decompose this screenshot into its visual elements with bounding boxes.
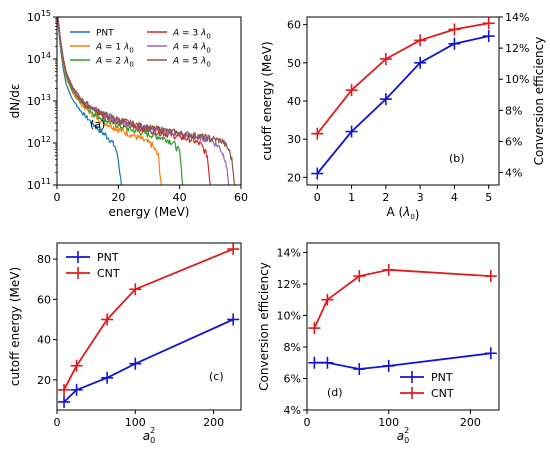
x-axis-label: a02: [397, 426, 410, 445]
panel-label: (c): [209, 370, 224, 383]
series-line-left: [316, 35, 489, 175]
x-tick-label: 60: [234, 191, 248, 204]
y-tick-label: 12%: [277, 278, 301, 291]
series-line-pnt: [314, 352, 491, 370]
panel-b-frame: [306, 16, 500, 186]
y-tick-label: 1015: [27, 9, 51, 24]
legend-label: A = 1 λ0: [95, 43, 134, 55]
y-tick-label: 10%: [277, 309, 301, 322]
x-tick-label: 20: [111, 191, 125, 204]
y-right-tick-label: 12%: [505, 42, 529, 55]
panel-d-frame: [306, 242, 500, 411]
y-right-tick-label: 8%: [505, 104, 522, 117]
panel-d: 0 100 200 4% 6% 8% 10% 12% 14% a02 Conversion effi…: [257, 242, 500, 445]
x-tick-label: 0: [304, 416, 311, 429]
x-tick-label: 200: [460, 416, 481, 429]
x-tick-label: 2: [382, 191, 389, 204]
y-axis-label: dN/dε: [8, 84, 22, 119]
y-right-tick-label: 10%: [505, 73, 529, 86]
y-tick-label: 1011: [27, 177, 51, 192]
legend-label: PNT: [431, 371, 453, 384]
panel-a: 0 20 40 60 1011 1012 1013 1014 1015 energy (MeV) d…: [8, 9, 248, 219]
x-tick-label: 0: [54, 416, 61, 429]
panel-label: (a): [90, 118, 105, 131]
x-tick-label: 0: [314, 191, 321, 204]
spectrum-line: [57, 21, 122, 186]
y-axis-label: Conversion efficiency: [257, 262, 271, 391]
y-tick-label: 20: [37, 374, 51, 387]
x-axis-label: a02: [143, 426, 156, 445]
x-tick-label: 1: [348, 191, 355, 204]
y-axis-label: cutoff energy (MeV): [260, 41, 274, 160]
y-tick-label: 40: [287, 95, 301, 108]
legend-label: A = 4 λ0: [172, 43, 211, 55]
y-tick-label: 4%: [284, 404, 301, 417]
y-right-tick-label: 4%: [505, 167, 522, 180]
series-line-pnt: [63, 318, 234, 403]
panel-label: (b): [449, 152, 465, 165]
panel-b: 0 1 2 3 4 5 20 30 40 50 60 4% 6% 8% 10% 12% 14% A (λ0) cut…: [260, 11, 546, 222]
panel-label: (d): [327, 386, 343, 399]
y-axis-label: cutoff energy (MeV): [8, 267, 22, 386]
y-tick-label: 60: [37, 293, 51, 306]
legend-label: PNT: [97, 251, 119, 264]
y-tick-label: 6%: [284, 372, 301, 385]
panel-a-frame: [56, 16, 242, 186]
x-tick-label: 0: [54, 191, 61, 204]
y-tick-label: 1012: [27, 135, 51, 150]
legend-label: PNT: [96, 29, 114, 39]
panel-c-frame: [56, 242, 242, 411]
legend-label: A = 2 λ0: [95, 57, 134, 69]
x-tick-label: 3: [417, 191, 424, 204]
x-tick-label: 4: [451, 191, 458, 204]
y-tick-label: 14%: [277, 246, 301, 259]
x-tick-label: 40: [173, 191, 187, 204]
y-right-tick-label: 6%: [505, 135, 522, 148]
y-tick-label: 60: [287, 19, 301, 32]
legend-label: CNT: [431, 387, 454, 400]
spectrum-line: [57, 18, 162, 186]
y-right-axis-label: Conversion efficiency: [532, 37, 546, 166]
y-tick-label: 50: [287, 57, 301, 70]
y-right-tick-label: 14%: [505, 11, 529, 24]
y-tick-label: 30: [287, 133, 301, 146]
x-tick-label: 100: [378, 416, 399, 429]
y-tick-label: 40: [37, 334, 51, 347]
spectrum-line: [57, 16, 236, 186]
y-tick-label: 1013: [27, 93, 51, 108]
legend-label: A = 5 λ0: [172, 57, 211, 69]
x-tick-label: 5: [485, 191, 492, 204]
x-tick-label: 100: [125, 416, 146, 429]
legend-label: A = 3 λ0: [172, 29, 211, 41]
y-tick-label: 8%: [284, 341, 301, 354]
legend-label: CNT: [97, 267, 120, 280]
y-tick-label: 20: [287, 171, 301, 184]
x-axis-label: energy (MeV): [109, 205, 190, 219]
series-line-cnt: [313, 268, 491, 329]
y-tick-label: 1014: [27, 51, 51, 66]
x-axis-label: A (λ0): [387, 205, 420, 222]
y-tick-label: 80: [37, 253, 51, 266]
series-line-cnt: [63, 248, 234, 391]
panel-c: 0 100 200 20 40 60 80 a02 cutoff energy (MeV) PNT…: [8, 242, 242, 445]
series-line-right: [316, 22, 489, 135]
x-tick-label: 200: [203, 416, 224, 429]
